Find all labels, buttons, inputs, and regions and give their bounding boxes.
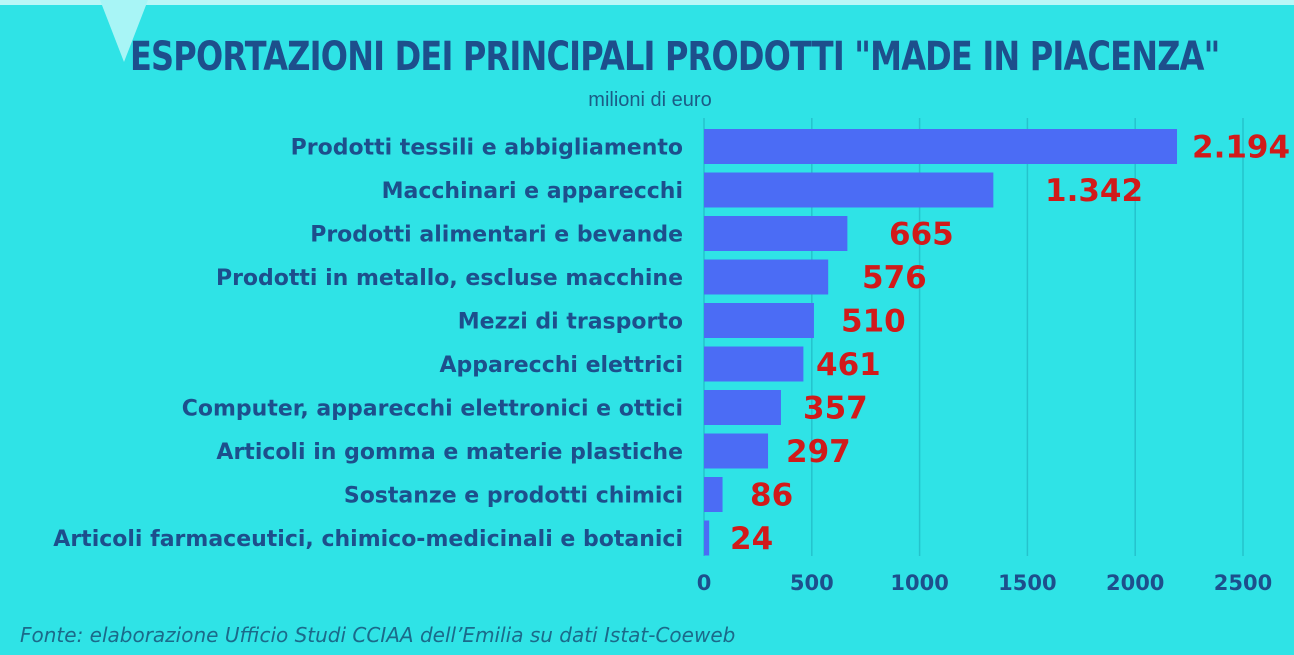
bar — [704, 303, 814, 338]
value-label: 665 — [889, 217, 954, 253]
value-label: 357 — [803, 391, 868, 427]
x-tick-label: 1500 — [998, 571, 1056, 595]
category-label: Articoli farmaceutici, chimico-medicinal… — [53, 527, 683, 552]
bar — [704, 259, 829, 295]
decorative-triangle — [100, 0, 148, 62]
bar — [704, 346, 804, 382]
category-label: Sostanze e prodotti chimici — [344, 484, 683, 509]
bar — [704, 216, 848, 251]
x-tick-label: 2000 — [1106, 571, 1164, 595]
category-label: Prodotti in metallo, escluse macchine — [216, 266, 683, 291]
bar — [704, 172, 994, 208]
value-label: 1.342 — [1045, 173, 1143, 209]
category-label: Articoli in gomma e materie plastiche — [216, 440, 683, 465]
value-label: 461 — [816, 347, 881, 383]
category-label: Macchinari e apparecchi — [382, 179, 683, 204]
value-label: 510 — [841, 304, 906, 340]
chart-title: ESPORTAZIONI DEI PRINCIPALI PRODOTTI "MA… — [130, 34, 1220, 80]
value-label: 86 — [750, 478, 793, 514]
value-label: 576 — [862, 260, 927, 296]
category-label: Mezzi di trasporto — [458, 310, 683, 335]
category-label: Prodotti tessili e abbigliamento — [291, 136, 683, 161]
category-label: Prodotti alimentari e bevande — [310, 223, 683, 248]
x-tick-label: 0 — [697, 571, 712, 595]
value-label: 2.194 — [1192, 130, 1290, 166]
chart-subtitle: milioni di euro — [588, 89, 712, 111]
bar — [704, 433, 769, 469]
value-label: 297 — [786, 434, 851, 470]
category-label: Apparecchi elettrici — [440, 353, 683, 378]
bar — [704, 520, 710, 556]
bar-chart: 0 500 1000 1500 2000 2500 Prodotti tessili e a… — [53, 118, 1290, 595]
x-tick-label: 2500 — [1214, 571, 1272, 595]
value-label: 24 — [730, 521, 773, 557]
bar — [704, 129, 1178, 164]
source-note: Fonte: elaborazione Ufficio Studi CCIAA … — [20, 623, 736, 647]
x-tick-label: 1000 — [890, 571, 948, 595]
category-label: Computer, apparecchi elettronici e ottic… — [182, 397, 683, 422]
x-tick-label: 500 — [790, 571, 834, 595]
bar — [704, 390, 781, 425]
bar — [704, 477, 723, 512]
top-border — [0, 0, 1294, 5]
